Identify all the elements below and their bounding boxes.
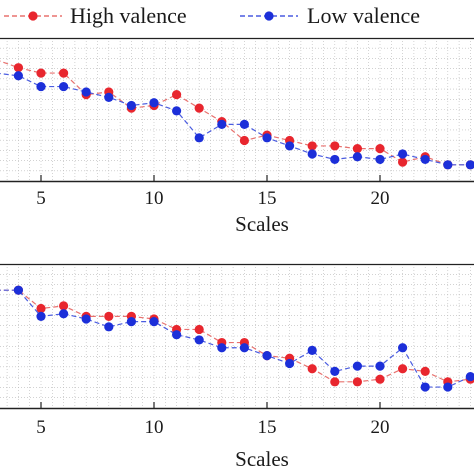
data-point <box>104 322 114 332</box>
chart-panel-bottom: 5 10 15 20 Scales <box>0 263 474 471</box>
data-point <box>217 119 227 129</box>
chart-panel-top: 5 10 15 20 Scales <box>0 37 474 236</box>
data-point <box>465 371 474 382</box>
legend-marker-high-valence <box>28 11 38 21</box>
series-line <box>0 72 471 166</box>
data-point <box>36 68 46 78</box>
data-point <box>375 374 385 384</box>
legend-marker-low-valence <box>264 11 274 21</box>
data-point <box>330 141 340 151</box>
data-point <box>59 68 69 78</box>
data-point <box>285 358 295 369</box>
data-point <box>104 92 114 102</box>
series-low-valence <box>0 71 474 170</box>
data-point <box>375 154 385 165</box>
data-point <box>420 366 430 376</box>
data-point <box>352 144 362 154</box>
data-point <box>172 330 182 340</box>
series-low-valence <box>0 285 474 392</box>
legend-label-high-valence: High valence <box>70 3 187 28</box>
data-point <box>443 160 453 170</box>
x-ticks-top: 5 10 15 20 <box>36 175 390 209</box>
series-line <box>0 60 471 166</box>
x-tick-label: 20 <box>371 417 390 438</box>
data-point <box>352 377 362 387</box>
data-point <box>59 301 69 311</box>
data-point <box>398 343 408 353</box>
x-tick-label: 20 <box>371 188 390 209</box>
data-point <box>36 311 46 321</box>
series-group-bottom <box>0 285 474 392</box>
data-point <box>13 63 23 73</box>
data-point <box>307 149 317 159</box>
data-point <box>59 81 69 92</box>
data-point <box>307 345 317 355</box>
x-tick-label: 5 <box>36 417 46 438</box>
data-point <box>194 335 204 345</box>
grid-top <box>0 38 474 181</box>
legend-label-low-valence: Low valence <box>307 3 420 28</box>
data-point <box>352 361 362 371</box>
data-point <box>172 90 182 100</box>
x-axis-label-top: Scales <box>235 212 289 236</box>
data-point <box>194 324 204 335</box>
x-ticks-bottom: 5 10 15 20 <box>36 402 390 438</box>
data-point <box>13 71 23 81</box>
data-point <box>36 81 46 92</box>
data-point <box>330 154 340 165</box>
data-point <box>330 377 340 387</box>
data-point <box>126 317 136 327</box>
data-point <box>239 135 249 146</box>
data-point <box>194 133 204 143</box>
data-point <box>262 351 272 361</box>
data-point <box>194 103 204 113</box>
data-point <box>59 309 69 319</box>
data-point <box>149 98 159 108</box>
data-point <box>307 364 317 374</box>
series-group-top <box>0 60 474 170</box>
data-point <box>330 366 340 376</box>
data-point <box>398 149 408 159</box>
data-point <box>465 160 474 170</box>
data-point <box>443 382 453 392</box>
data-point <box>262 133 272 143</box>
x-axis-label-bottom: Scales <box>235 447 289 471</box>
data-point <box>217 343 227 353</box>
data-point <box>420 154 430 165</box>
data-point <box>375 144 385 154</box>
x-tick-label: 10 <box>145 188 164 209</box>
data-point <box>172 106 182 116</box>
data-point <box>398 364 408 374</box>
data-point <box>81 314 91 324</box>
series-line <box>0 289 471 388</box>
data-point <box>104 311 114 321</box>
legend: High valence Low valence <box>4 3 420 28</box>
x-tick-label: 5 <box>36 188 46 209</box>
plot-area-bottom <box>0 264 474 409</box>
data-point <box>420 382 430 392</box>
data-point <box>81 87 91 97</box>
data-point <box>239 343 249 353</box>
x-tick-label: 15 <box>258 188 277 209</box>
data-point <box>375 361 385 371</box>
data-point <box>126 100 136 111</box>
data-point <box>285 141 295 151</box>
data-point <box>239 119 249 129</box>
data-point <box>398 157 408 167</box>
series-line <box>0 289 471 383</box>
x-tick-label: 10 <box>145 417 164 438</box>
data-point <box>36 303 46 314</box>
x-tick-label: 15 <box>258 417 277 438</box>
data-point <box>13 285 23 295</box>
grid-bottom <box>0 264 474 408</box>
data-point <box>307 141 317 151</box>
data-point <box>149 317 159 327</box>
data-point <box>352 152 362 162</box>
